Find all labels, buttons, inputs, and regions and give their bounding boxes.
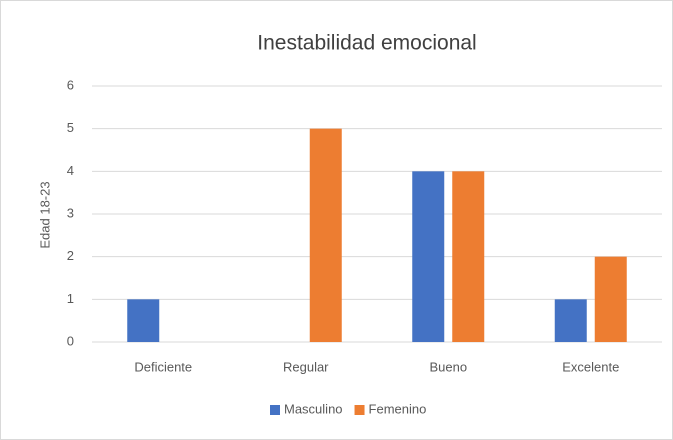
bar <box>594 256 627 342</box>
x-tick-label: Excelente <box>562 359 619 374</box>
y-tick-label: 3 <box>67 205 74 220</box>
legend-label: Masculino <box>284 401 343 416</box>
x-tick-label: Deficiente <box>134 359 192 374</box>
bar <box>554 299 587 342</box>
bar <box>412 171 445 342</box>
legend-label: Femenino <box>369 401 427 416</box>
y-tick-label: 0 <box>67 333 74 348</box>
y-tick-label: 4 <box>67 163 74 178</box>
y-tick-label: 5 <box>67 120 74 135</box>
bar <box>127 299 160 342</box>
y-tick-label: 6 <box>67 77 74 92</box>
bar <box>309 128 342 342</box>
chart-title: Inestabilidad emocional <box>257 32 476 55</box>
bar <box>452 171 485 342</box>
x-tick-label: Regular <box>283 359 329 374</box>
x-tick-label: Bueno <box>429 359 467 374</box>
y-tick-label: 2 <box>67 248 74 263</box>
y-axis-label: Edad 18-23 <box>37 181 52 248</box>
legend-swatch <box>354 405 365 415</box>
legend-swatch <box>270 405 280 415</box>
y-tick-label: 1 <box>67 291 74 306</box>
